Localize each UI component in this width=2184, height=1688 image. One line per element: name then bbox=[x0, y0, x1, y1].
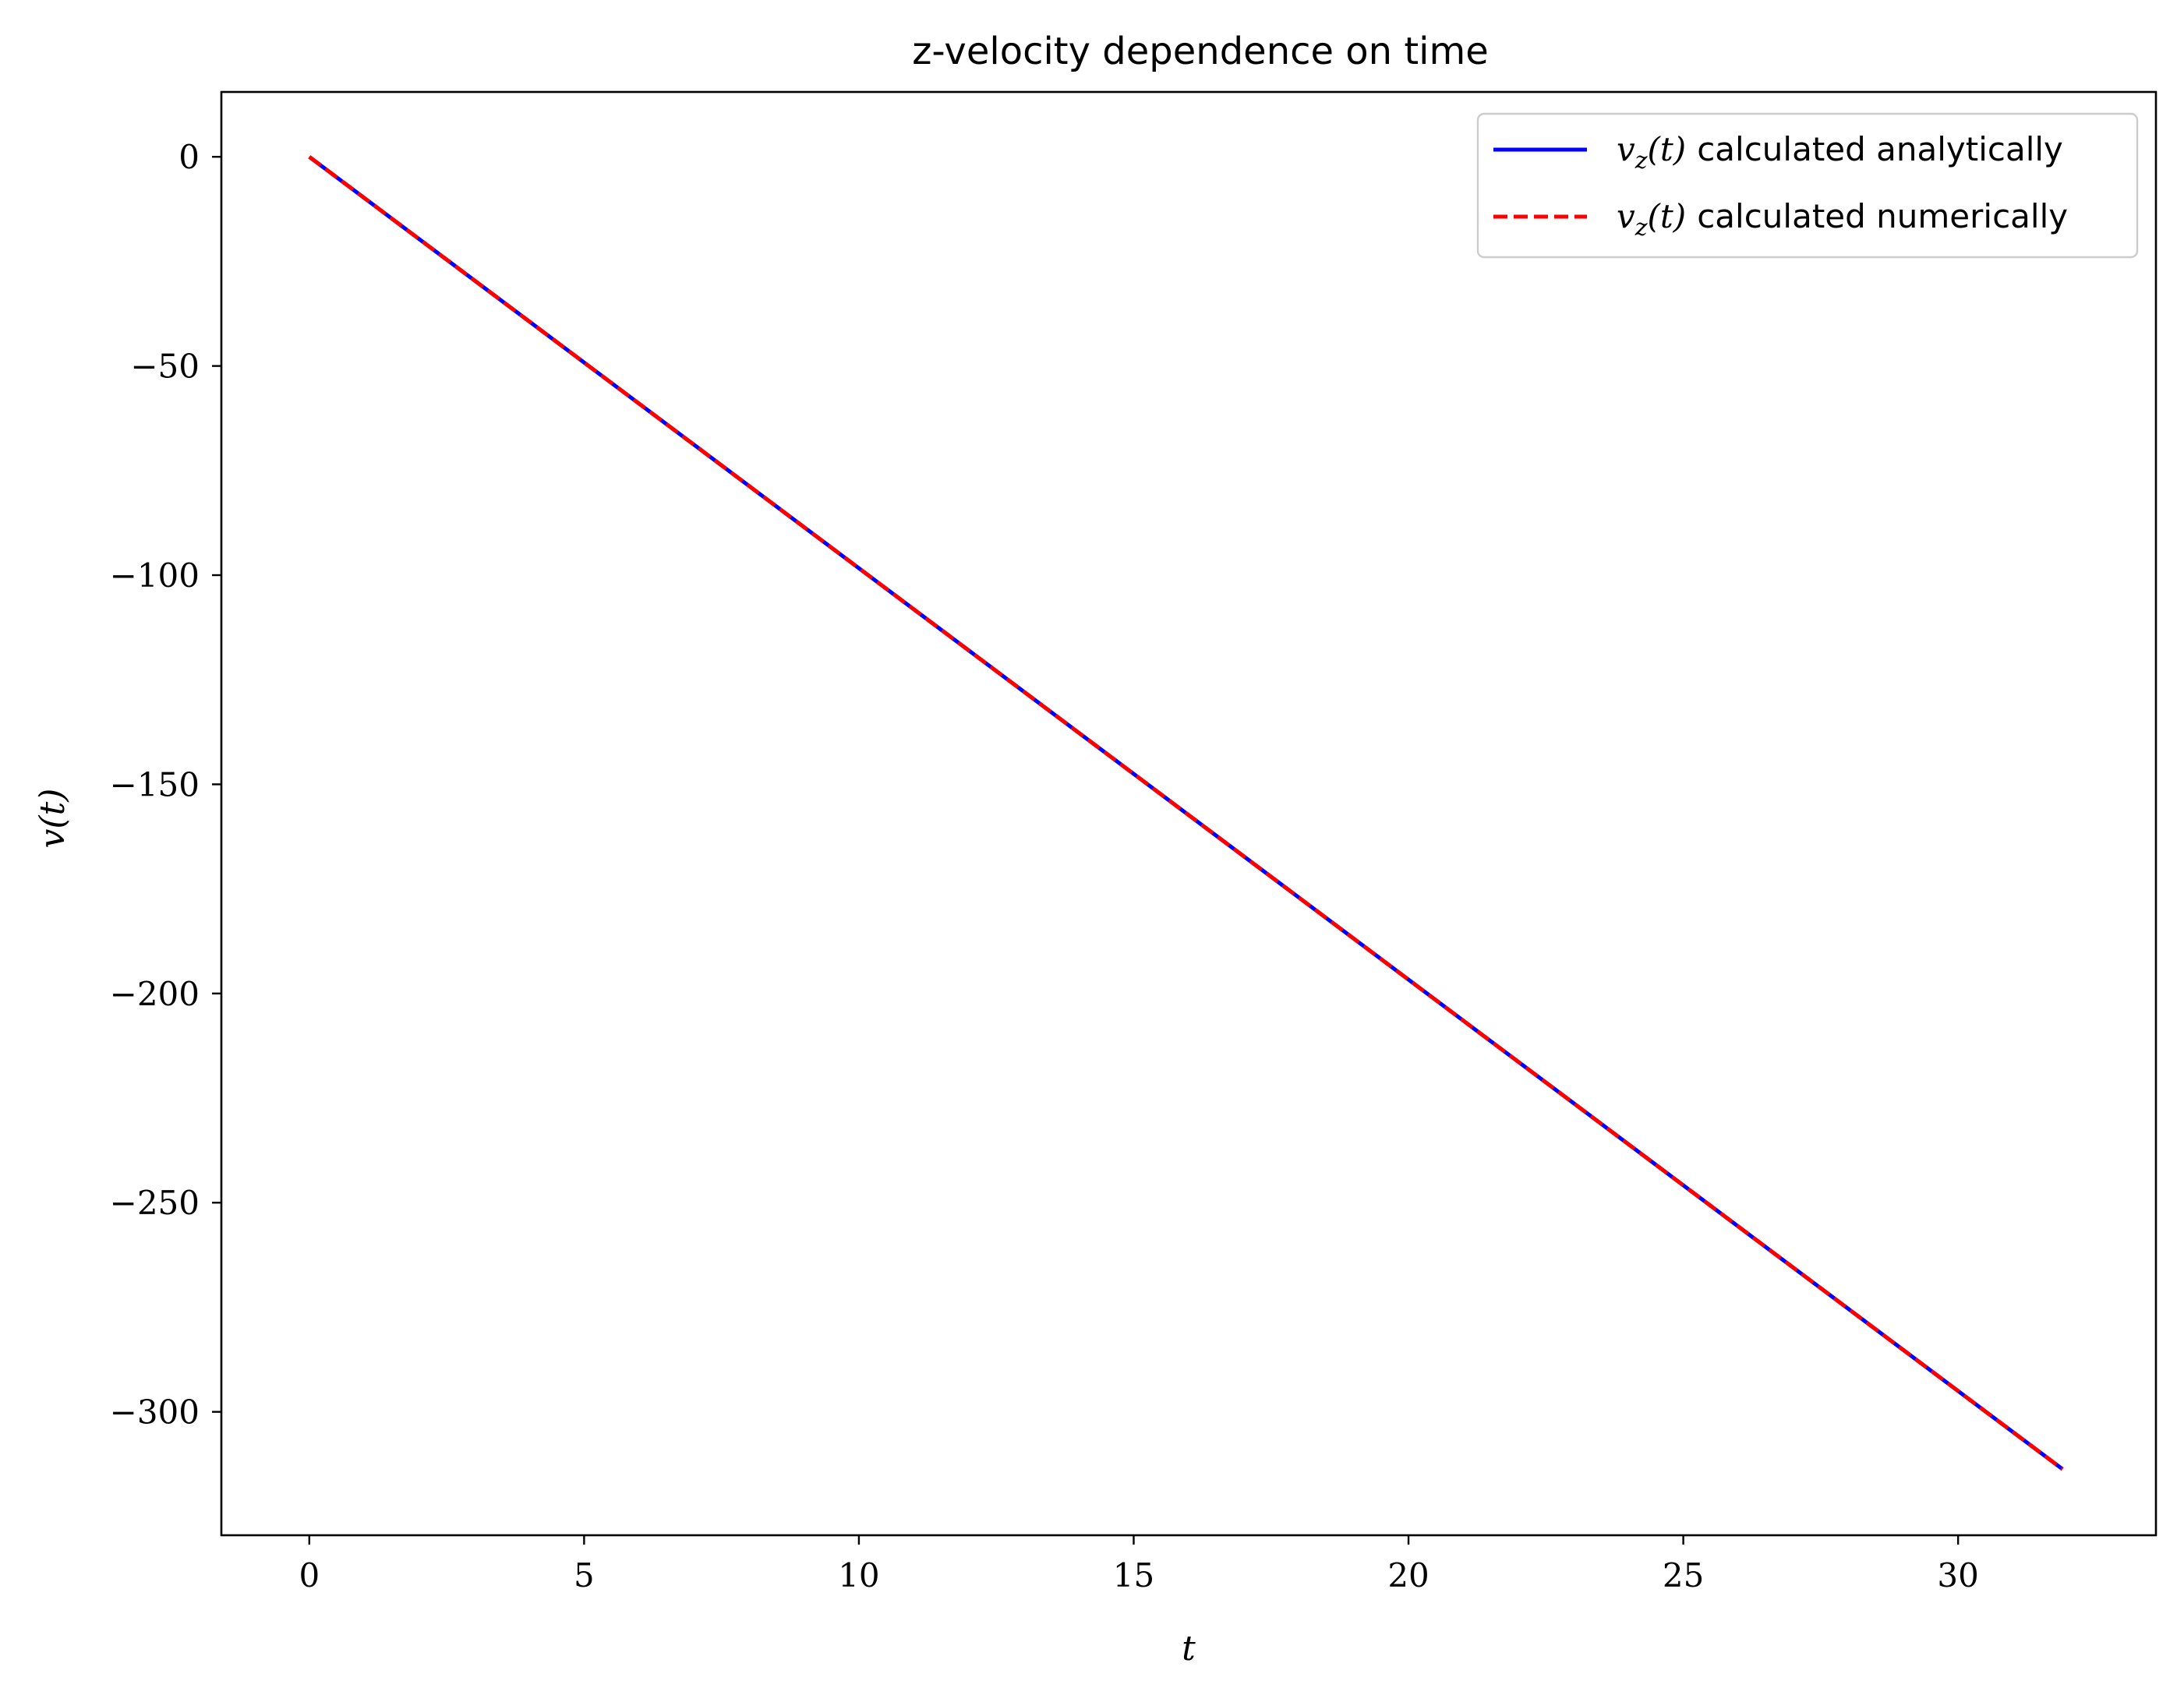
x-tick-label: 5 bbox=[574, 1556, 595, 1594]
x-tick-label: 15 bbox=[1113, 1556, 1154, 1594]
x-axis: 0 5 10 15 20 25 30 bbox=[299, 1535, 1979, 1594]
y-axis-label: v(t) bbox=[33, 789, 72, 849]
y-tick-label: −300 bbox=[110, 1393, 200, 1432]
y-axis: 0 −50 −100 −150 −200 −250 −300 bbox=[110, 138, 221, 1432]
legend-entry-label: vz(t) calculated analytically bbox=[1617, 130, 2063, 175]
x-tick-label: 10 bbox=[838, 1556, 879, 1594]
chart-title: z-velocity dependence on time bbox=[912, 30, 1489, 73]
y-tick-label: −150 bbox=[110, 765, 200, 803]
legend-box bbox=[1476, 112, 2139, 259]
x-tick-label: 25 bbox=[1663, 1556, 1704, 1594]
series-layer bbox=[308, 155, 2064, 1471]
y-tick-label: 0 bbox=[178, 138, 200, 176]
plot-area bbox=[220, 90, 2157, 1537]
x-axis-label: t bbox=[1182, 1629, 1196, 1669]
y-tick-label: −250 bbox=[110, 1184, 200, 1222]
legend-entry-label: vz(t) calculated numerically bbox=[1617, 197, 2068, 242]
y-tick-label: −200 bbox=[110, 975, 200, 1013]
x-tick-label: 20 bbox=[1387, 1556, 1429, 1594]
x-tick-label: 30 bbox=[1937, 1556, 1978, 1594]
y-tick-label: −50 bbox=[130, 348, 200, 386]
x-tick-label: 0 bbox=[299, 1556, 320, 1594]
y-tick-label: −100 bbox=[110, 556, 200, 595]
series-line-numerical bbox=[308, 155, 2064, 1471]
legend: vz(t) calculated analytically vz(t) calcula… bbox=[1476, 112, 2139, 259]
